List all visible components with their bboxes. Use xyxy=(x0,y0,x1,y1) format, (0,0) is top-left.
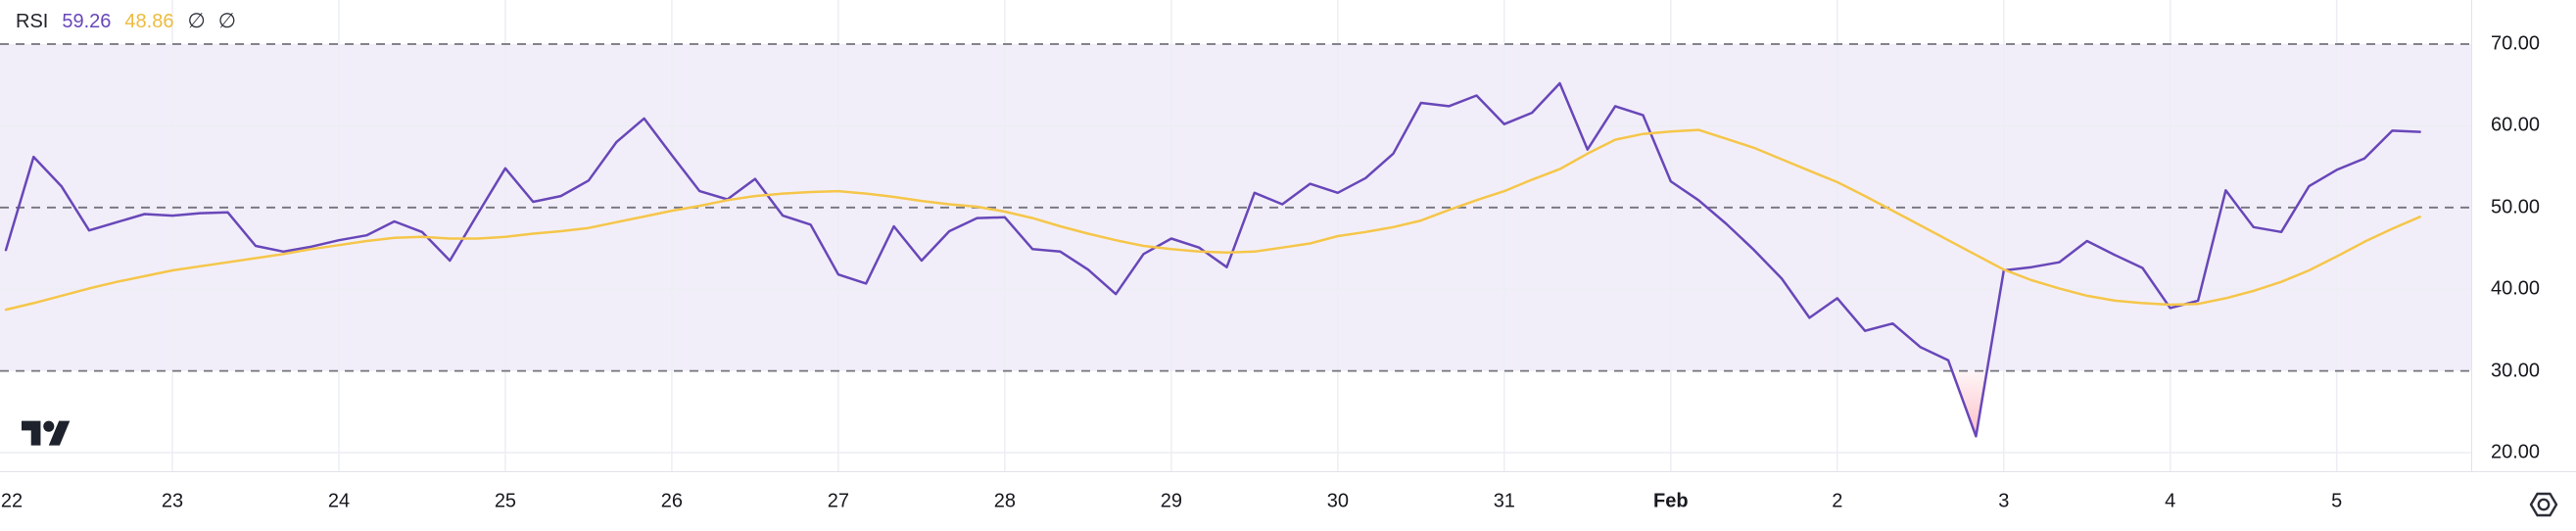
ma-line xyxy=(4,128,2421,312)
indicator-legend: RSI 59.26 48.86 ∅ ∅ xyxy=(16,9,236,34)
price-axis-label: 20.00 xyxy=(2491,441,2541,463)
legend-empty-values: ∅ ∅ xyxy=(187,9,236,34)
time-axis-label: 28 xyxy=(993,490,1016,512)
time-axis-label: 23 xyxy=(161,490,184,512)
time-axis-label: 29 xyxy=(1160,490,1182,512)
time-axis-label: 22 xyxy=(0,490,24,512)
tradingview-logo[interactable] xyxy=(22,415,71,454)
indicator-name: RSI xyxy=(16,11,49,32)
time-axis-label: 30 xyxy=(1326,490,1349,512)
price-axis-separator xyxy=(2471,0,2472,471)
price-axis[interactable]: 70.00 60.00 50.00 40.00 30.00 20.00 xyxy=(2472,0,2576,471)
time-axis-label: 31 xyxy=(1493,490,1515,512)
empty-set-icon: ∅ xyxy=(187,10,206,32)
time-axis-label: 26 xyxy=(660,490,684,512)
price-axis-label: 70.00 xyxy=(2491,32,2541,55)
price-axis-label: 50.00 xyxy=(2491,196,2541,218)
time-axis-label: 3 xyxy=(1998,490,2010,512)
time-axis-separator xyxy=(0,471,2576,472)
price-axis-label: 60.00 xyxy=(2491,114,2541,136)
time-axis-label: 27 xyxy=(827,490,850,512)
time-axis-label: 2 xyxy=(1832,490,1843,512)
time-axis-label: 25 xyxy=(494,490,517,512)
time-axis-label: Feb xyxy=(1653,490,1689,512)
rsi-line xyxy=(4,81,2421,438)
time-axis-label: 5 xyxy=(2331,490,2343,512)
price-axis-label: 40.00 xyxy=(2491,277,2541,300)
time-axis-label: 4 xyxy=(2165,490,2176,512)
time-axis[interactable]: 22 23 24 25 26 27 28 29 30 31 Feb 2 3 4 5 xyxy=(0,472,2576,531)
settings-gear-icon[interactable] xyxy=(2525,486,2562,523)
empty-set-icon: ∅ xyxy=(217,10,237,32)
rsi-current-value: 59.26 xyxy=(62,11,112,32)
time-axis-label: 24 xyxy=(327,490,351,512)
price-axis-label: 30.00 xyxy=(2491,360,2541,382)
rsi-chart-canvas[interactable] xyxy=(0,0,2471,471)
ma-current-value: 48.86 xyxy=(124,11,174,32)
